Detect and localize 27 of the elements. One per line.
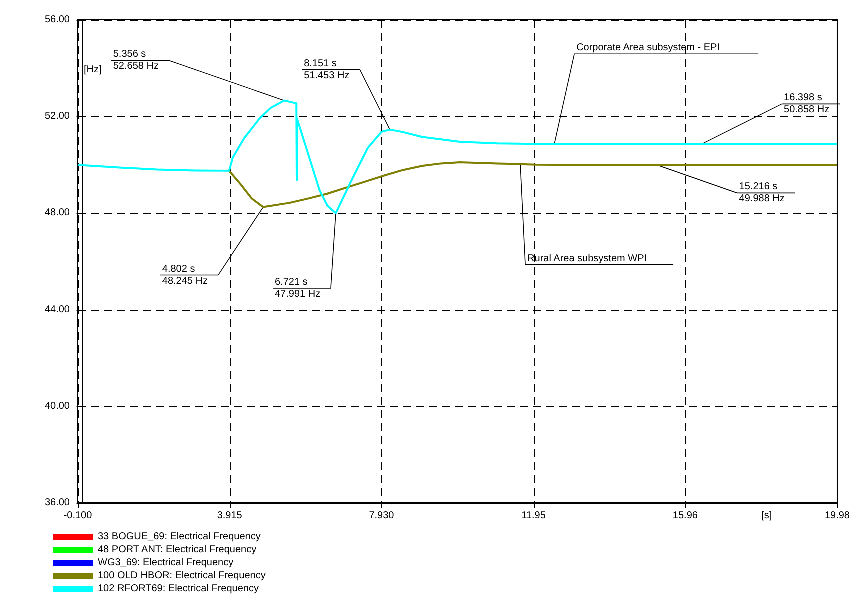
y-tick-label: 44.00 [44, 304, 70, 316]
y-axis-title: [Hz] [84, 64, 102, 76]
annotation: 8.151 s 51.453 Hz [304, 58, 350, 82]
x-tick-label: -0.100 [64, 510, 93, 522]
y-tick-label: 52.00 [44, 111, 70, 122]
x-tick-label: 19.98 [824, 510, 850, 522]
x-tick-label: 7.930 [369, 510, 395, 522]
y-tick-label: 40.00 [44, 400, 70, 412]
line-series [77, 100, 838, 214]
x-axis-title: [s] [762, 510, 772, 522]
y-tick-label: 36.00 [44, 498, 70, 508]
legend-label: 102 RFORT69: Electrical Frequency [98, 584, 259, 594]
y-tick-label: 56.00 [44, 14, 70, 26]
x-tick-label: 11.95 [522, 510, 546, 522]
annotation: 15.216 s 49.988 Hz [739, 182, 785, 205]
annotation: 4.802 s 48.245 Hz [162, 264, 208, 287]
legend-label: WG3_69: Electrical Frequency [98, 558, 234, 568]
legend-label: 48 PORT ANT: Electrical Frequency [98, 544, 257, 556]
legend-label: 100 OLD HBOR: Electrical Frequency [98, 570, 266, 582]
annotation: 5.356 s 52.658 Hz [113, 49, 159, 72]
x-tick-label: 15.96 [672, 510, 698, 522]
annotation: 16.398 s 50.858 Hz [784, 92, 830, 116]
y-tick-label: 48.00 [44, 208, 70, 219]
x-tick-label: 3.915 [217, 510, 243, 522]
legend-label: 33 BOGUE_69: Electrical Frequency [98, 532, 261, 542]
annotation: 6.721 s 47.991 Hz [274, 276, 321, 300]
line-series [228, 161, 838, 208]
